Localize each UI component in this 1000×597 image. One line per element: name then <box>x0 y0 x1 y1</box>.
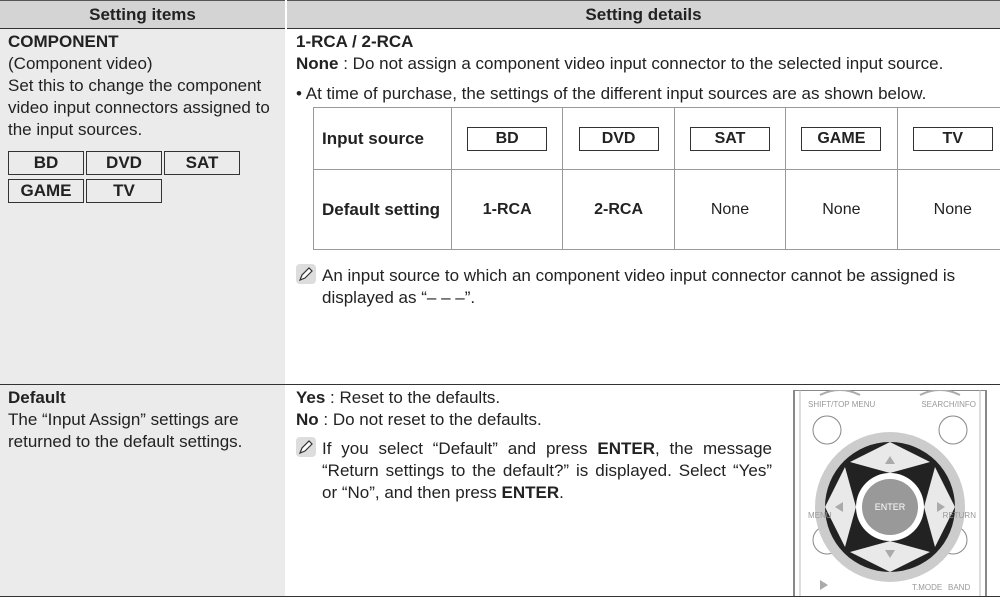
note: An input source to which an component vi… <box>296 264 992 309</box>
note-text: . <box>559 483 564 502</box>
option-text: : Do not reset to the defaults. <box>323 410 542 429</box>
source-label: TV <box>86 179 162 203</box>
enter-button <box>862 479 918 535</box>
option-term: None <box>296 54 339 73</box>
table-cell: BD <box>450 107 564 170</box>
source-list: BD DVD SAT GAME TV <box>8 151 268 207</box>
table-header: BD <box>467 126 548 151</box>
remote-label: SHIFT/TOP MENU <box>808 400 875 409</box>
item-cell: COMPONENT (Component video) Set this to … <box>0 29 285 384</box>
source-label: GAME <box>8 179 84 203</box>
item-description: Set this to change the component video i… <box>8 76 270 139</box>
source-label: BD <box>8 151 84 175</box>
defaults-table: Input source BD DVD SAT GAME TV Default … <box>313 107 1000 250</box>
details-cell: Yes : Reset to the defaults. No : Do not… <box>287 385 787 597</box>
table-cell: None <box>673 169 787 250</box>
option: Yes : Reset to the defaults. <box>296 387 779 409</box>
remote-illustration: SHIFT/TOP MENU SEARCH/INFO ENTER MENU RE… <box>793 390 987 597</box>
remote-button <box>812 415 842 445</box>
header-col1: Setting items <box>0 0 285 29</box>
item-cell: Default The “Input Assign” settings are … <box>0 385 285 597</box>
table-cell: GAME <box>785 107 898 170</box>
table-header: SAT <box>689 126 770 151</box>
note: If you select “Default” and press ENTER,… <box>296 437 772 504</box>
source-label: SAT <box>164 151 240 175</box>
table-header: TV <box>912 126 993 151</box>
option-text: : Reset to the defaults. <box>330 388 501 407</box>
remote-label: MENU <box>808 511 832 520</box>
table-cell: DVD <box>562 107 675 170</box>
table-row: Input source BD DVD SAT GAME TV <box>313 107 1000 170</box>
table-cell: SAT <box>673 107 787 170</box>
table-cell: TV <box>896 107 1000 170</box>
remote-label: ENTER <box>875 502 906 512</box>
option: No : Do not reset to the defaults. <box>296 409 779 431</box>
table-header: GAME <box>801 126 882 151</box>
remote-button <box>919 390 961 396</box>
header-col2: Setting details <box>287 0 1000 29</box>
direction-keys <box>825 442 955 572</box>
item-subtitle: (Component video) <box>8 54 153 73</box>
details-cell: 1-RCA / 2-RCA None : Do not assign a com… <box>287 29 1000 384</box>
table-header: DVD <box>578 126 659 151</box>
details-heading: 1-RCA / 2-RCA <box>296 32 414 51</box>
remote-button <box>938 415 968 445</box>
table-cell: None <box>785 169 898 250</box>
item-title: Default <box>8 388 66 407</box>
remote-label: T.MODE <box>912 583 942 592</box>
bullet: • At time of purchase, the settings of t… <box>296 84 927 103</box>
note-key: ENTER <box>501 483 560 502</box>
note-text: An input source to which an component vi… <box>322 266 956 307</box>
remote-label: SEARCH/INFO <box>921 400 976 409</box>
table-cell: 1-RCA <box>450 169 564 250</box>
option: None : Do not assign a component video i… <box>296 53 992 75</box>
option-text: : Do not assign a component video input … <box>343 54 944 73</box>
remote-label: RETURN <box>943 511 977 520</box>
table-row: Default setting 1-RCA 2-RCA None None No… <box>313 169 1000 250</box>
item-description: The “Input Assign” settings are returned… <box>8 410 243 451</box>
note-icon <box>296 437 316 457</box>
item-title: COMPONENT <box>8 32 119 51</box>
play-icon <box>820 580 828 590</box>
source-label: DVD <box>86 151 162 175</box>
note-icon <box>296 264 316 284</box>
table-header: Input source <box>313 107 452 170</box>
option-term: Yes <box>296 388 326 407</box>
note-key: ENTER <box>597 439 655 458</box>
column-gap <box>285 0 287 597</box>
remote-label: BAND <box>948 583 970 592</box>
option-term: No <box>296 410 319 429</box>
note-text: If you select “Default” and press <box>322 439 598 458</box>
row-separator <box>0 384 1000 385</box>
remote-button <box>819 390 861 396</box>
bullet-text: At time of purchase, the settings of the… <box>305 84 927 103</box>
table-cell: 2-RCA <box>562 169 675 250</box>
note-text: , the message “Return settings to the de… <box>322 439 772 502</box>
table-cell: Default setting <box>313 169 452 250</box>
table-cell: None <box>896 169 1000 250</box>
